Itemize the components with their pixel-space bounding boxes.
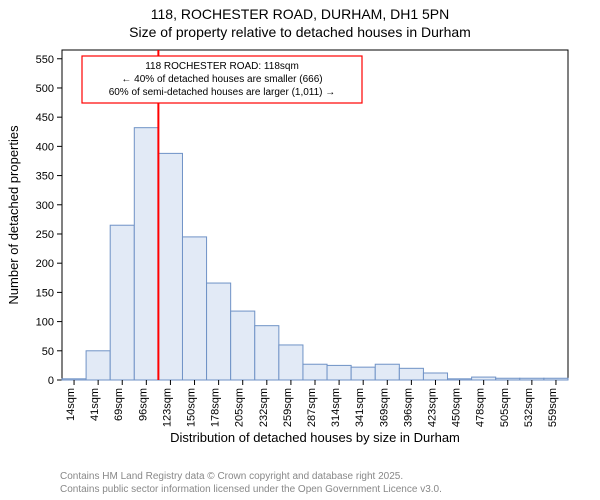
svg-text:123sqm: 123sqm (161, 388, 173, 427)
histogram-bar (375, 364, 399, 380)
svg-text:100: 100 (36, 317, 54, 329)
histogram-bar (182, 237, 206, 380)
svg-text:400: 400 (36, 141, 54, 153)
svg-text:205sqm: 205sqm (234, 388, 246, 427)
svg-text:232sqm: 232sqm (258, 388, 270, 427)
histogram-bar (544, 378, 568, 380)
chart-container: 0 50 100 150 200 250 300 350 400 450 500 550 14sqm 41… (0, 44, 600, 454)
svg-text:350: 350 (36, 171, 54, 183)
histogram-bar (231, 311, 255, 380)
svg-text:369sqm: 369sqm (378, 388, 390, 427)
histogram-bar (134, 128, 158, 380)
histogram-bar (399, 368, 423, 380)
svg-text:178sqm: 178sqm (210, 388, 222, 427)
histogram-bar (303, 364, 327, 380)
svg-text:500: 500 (36, 83, 54, 95)
svg-text:450sqm: 450sqm (451, 388, 463, 427)
svg-text:396sqm: 396sqm (402, 388, 414, 427)
histogram-chart: 0 50 100 150 200 250 300 350 400 450 500 550 14sqm 41… (0, 44, 600, 454)
svg-text:341sqm: 341sqm (354, 388, 366, 427)
histogram-bar (351, 367, 375, 380)
svg-text:150sqm: 150sqm (186, 388, 198, 427)
svg-text:259sqm: 259sqm (282, 388, 294, 427)
histogram-bar (86, 351, 110, 380)
histogram-bar (423, 373, 447, 380)
svg-text:505sqm: 505sqm (499, 388, 511, 427)
svg-text:450: 450 (36, 112, 54, 124)
svg-text:314sqm: 314sqm (330, 388, 342, 427)
histogram-bar (255, 326, 279, 380)
annotation-text: ← 40% of detached houses are smaller (66… (121, 74, 322, 85)
svg-text:300: 300 (36, 200, 54, 212)
svg-text:150: 150 (36, 287, 54, 299)
svg-text:423sqm: 423sqm (426, 388, 438, 427)
footer-attribution: Contains HM Land Registry data © Crown c… (60, 471, 442, 496)
svg-text:14sqm: 14sqm (65, 388, 77, 421)
histogram-bar (158, 153, 182, 380)
svg-text:50: 50 (42, 346, 54, 358)
title-line-2: Size of property relative to detached ho… (0, 24, 600, 42)
annotation-text: 118 ROCHESTER ROAD: 118sqm (145, 61, 299, 72)
histogram-bar (207, 283, 231, 380)
footer-line-1: Contains HM Land Registry data © Crown c… (60, 471, 442, 484)
title-line-1: 118, ROCHESTER ROAD, DURHAM, DH1 5PN (0, 6, 600, 24)
svg-text:250: 250 (36, 229, 54, 241)
svg-text:559sqm: 559sqm (547, 388, 559, 427)
svg-text:200: 200 (36, 258, 54, 270)
histogram-bar (279, 345, 303, 380)
annotation-text: 60% of semi-detached houses are larger (… (109, 87, 336, 98)
histogram-bar (110, 225, 134, 380)
histogram-bar (448, 379, 472, 380)
chart-title-block: 118, ROCHESTER ROAD, DURHAM, DH1 5PN Siz… (0, 0, 600, 41)
svg-text:69sqm: 69sqm (113, 388, 125, 421)
histogram-bar (520, 378, 544, 380)
x-axis-label: Distribution of detached houses by size … (170, 430, 460, 445)
histogram-bar (496, 378, 520, 380)
histogram-bar (62, 379, 86, 380)
svg-text:287sqm: 287sqm (306, 388, 318, 427)
y-axis-label: Number of detached properties (6, 125, 21, 305)
svg-text:96sqm: 96sqm (137, 388, 149, 421)
svg-text:550: 550 (36, 54, 54, 66)
svg-text:478sqm: 478sqm (475, 388, 487, 427)
histogram-bar (472, 377, 496, 380)
svg-text:532sqm: 532sqm (523, 388, 535, 427)
svg-text:0: 0 (48, 375, 54, 387)
footer-line-2: Contains public sector information licen… (60, 484, 442, 497)
histogram-bar (327, 365, 351, 380)
svg-text:41sqm: 41sqm (89, 388, 101, 421)
